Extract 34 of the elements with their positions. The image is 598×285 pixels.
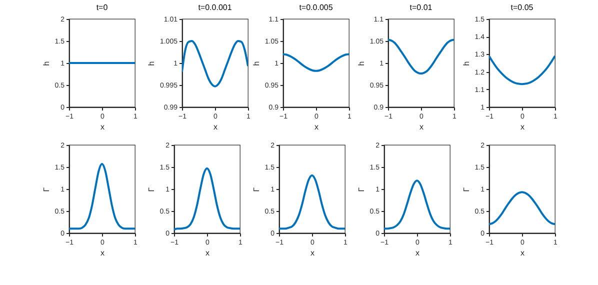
y-axis-title: Γ <box>42 186 51 192</box>
y-axis-title: h <box>462 61 471 66</box>
x-axis-title: x <box>420 122 424 132</box>
chart-title: t=0.0.005 <box>299 3 334 12</box>
x-axis-title: x <box>310 248 314 258</box>
x-axis-title: x <box>100 122 104 132</box>
line-series <box>69 162 135 230</box>
line-series <box>489 191 555 226</box>
chart-title: t=0.0.001 <box>198 3 232 12</box>
line-series <box>388 38 454 75</box>
y-axis-title: h <box>356 61 366 66</box>
x-axis-title: x <box>416 248 420 258</box>
y-axis-title: Γ <box>146 186 156 192</box>
chart-title: t=0.01 <box>410 3 433 12</box>
line-series <box>384 180 450 230</box>
x-axis-title: x <box>214 122 218 132</box>
line-series <box>489 54 555 86</box>
line-series <box>182 40 248 88</box>
y-axis-title: h <box>252 61 261 66</box>
x-axis-title: x <box>520 122 524 132</box>
chart-title: t=0 <box>96 3 108 12</box>
y-axis-title: Γ <box>462 186 471 192</box>
x-axis-title: x <box>314 122 318 132</box>
line-series <box>174 167 240 230</box>
y-axis-title: h <box>42 61 51 66</box>
x-axis-title: x <box>520 248 524 258</box>
x-axis-title: x <box>206 248 210 258</box>
chart-title: t=0.05 <box>510 3 534 12</box>
line-series <box>279 174 345 230</box>
y-axis-title: Γ <box>356 186 366 192</box>
x-axis-title: x <box>100 248 104 258</box>
y-axis-title: Γ <box>252 186 261 192</box>
line-series <box>283 53 349 72</box>
y-axis-title: h <box>146 61 156 66</box>
